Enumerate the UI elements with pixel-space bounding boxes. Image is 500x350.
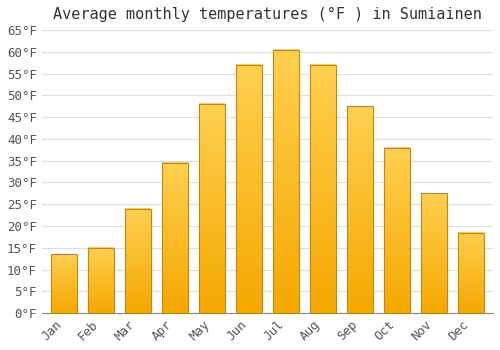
Bar — [310, 65, 336, 313]
Bar — [199, 104, 225, 313]
Bar — [458, 232, 484, 313]
Bar — [421, 193, 447, 313]
Bar — [125, 209, 151, 313]
Bar — [162, 163, 188, 313]
Bar — [347, 106, 373, 313]
Bar — [88, 248, 114, 313]
Bar — [273, 50, 299, 313]
Bar — [51, 254, 77, 313]
Bar — [384, 148, 410, 313]
Title: Average monthly temperatures (°F ) in Sumiainen: Average monthly temperatures (°F ) in Su… — [53, 7, 482, 22]
Bar — [236, 65, 262, 313]
